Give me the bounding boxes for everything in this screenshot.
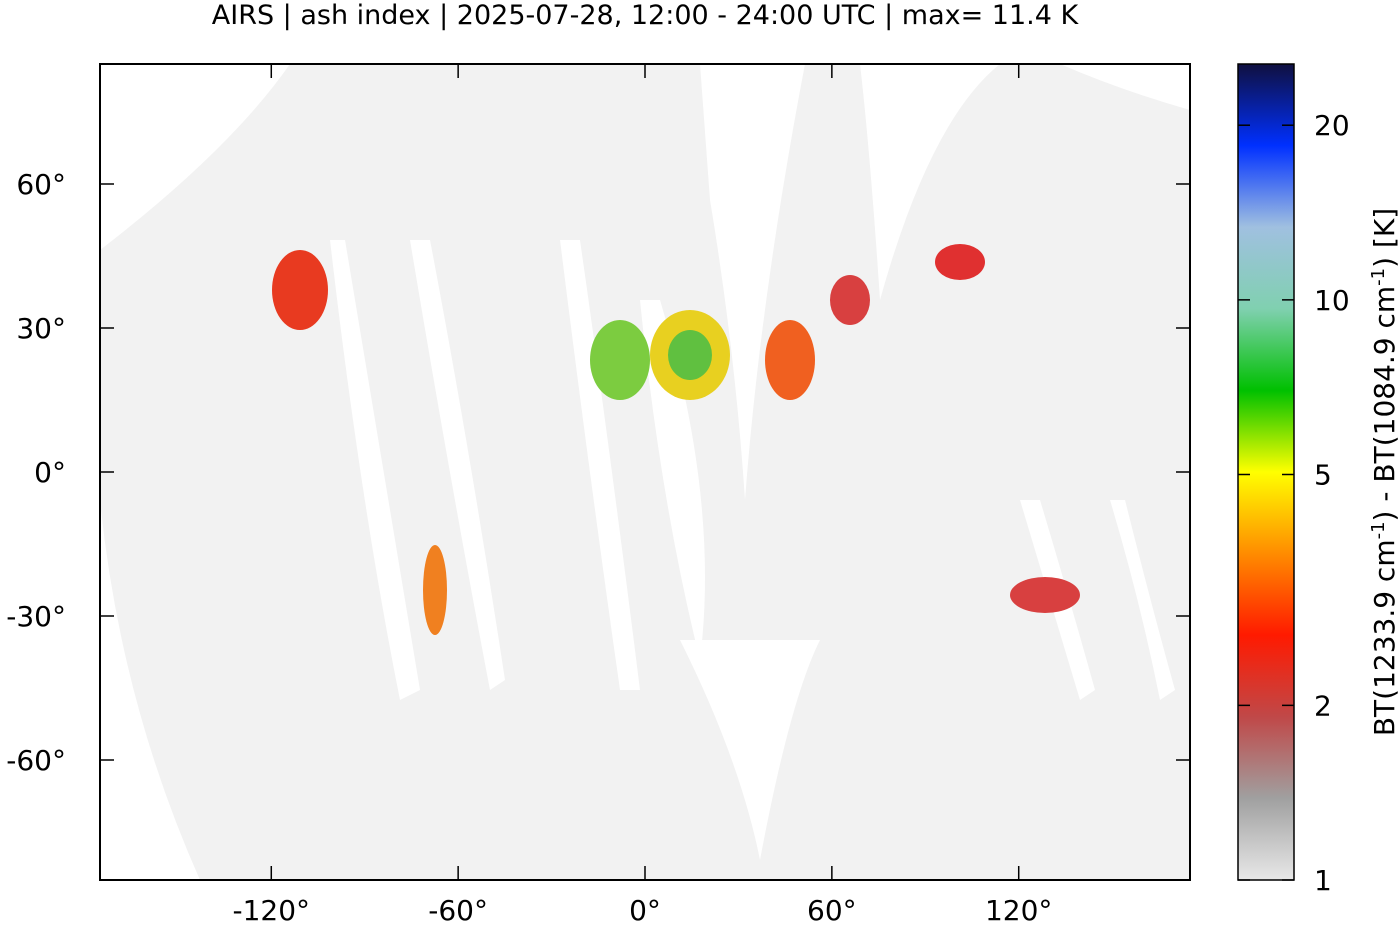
- chart-title: AIRS | ash index | 2025-07-28, 12:00 - 2…: [212, 0, 1080, 31]
- colorbar-tick-label: 5: [1314, 458, 1332, 491]
- y-tick-label: -30°: [6, 600, 66, 633]
- x-tick-label: -60°: [428, 894, 488, 927]
- x-tick-label: 0°: [629, 894, 661, 927]
- x-tick-label: -120°: [233, 894, 311, 927]
- colorbar-tick-label: 20: [1314, 109, 1350, 142]
- colorbar: [1237, 63, 1295, 881]
- colorbar-tick-label: 1: [1314, 864, 1332, 897]
- swath-gap: [100, 64, 1190, 880]
- colorbar-tick-label: 2: [1314, 689, 1332, 722]
- x-tick-label: 60°: [807, 894, 857, 927]
- x-tick-label: 120°: [985, 894, 1052, 927]
- y-tick-label: 30°: [16, 312, 66, 345]
- swath-background: [100, 64, 1190, 880]
- colorbar-tick-label: 10: [1314, 284, 1350, 317]
- y-tick-label: 60°: [16, 168, 66, 201]
- colorbar-label: BT(1233.9 cm-1) - BT(1084.9 cm-1) [K]: [1368, 208, 1400, 736]
- y-tick-label: -60°: [6, 744, 66, 777]
- ash-signal: [272, 244, 1080, 635]
- map-area: [99, 63, 1191, 881]
- y-tick-label: 0°: [34, 456, 66, 489]
